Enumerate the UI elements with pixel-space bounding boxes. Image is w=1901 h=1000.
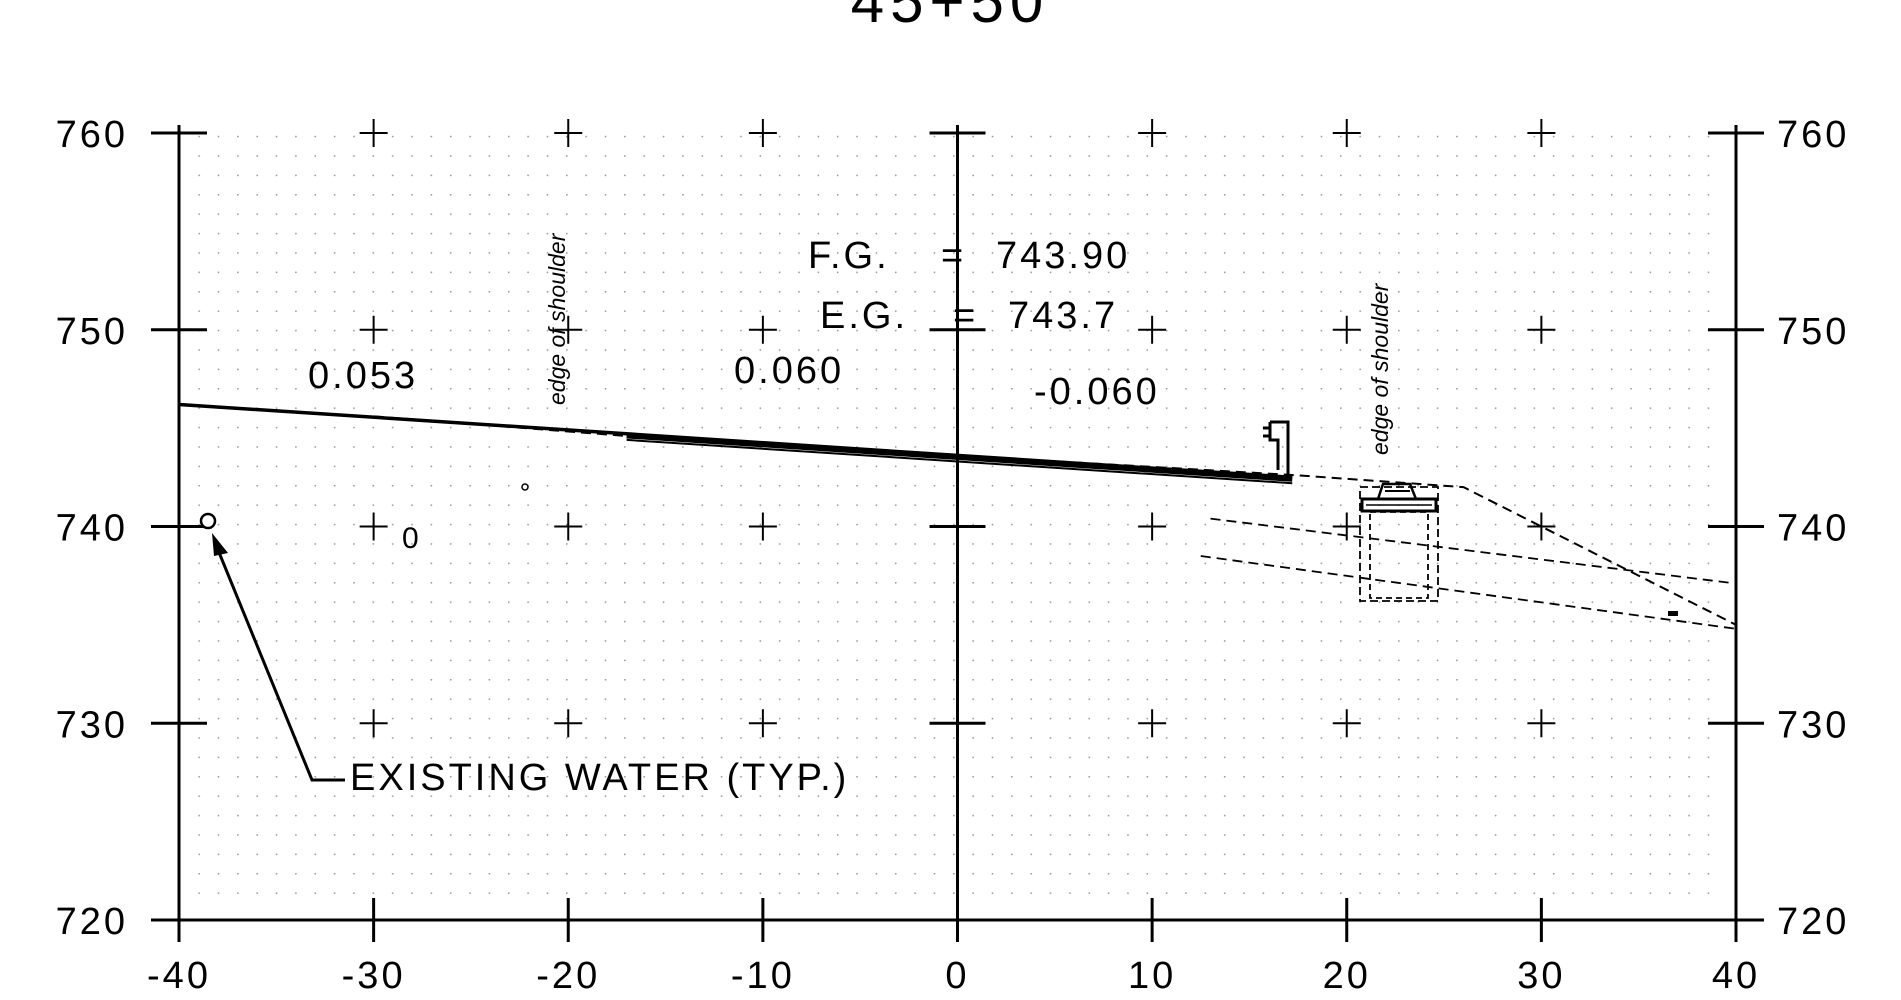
x-tick-label: 0: [945, 955, 969, 997]
x-tick-label: -20: [536, 955, 600, 997]
eg-equals: =: [953, 295, 978, 337]
eg-value: 743.7: [1008, 295, 1118, 337]
y-tick-label-right: 740: [1777, 508, 1849, 550]
edge-of-shoulder-right: edge of shoulder: [1367, 282, 1393, 455]
slope-mid-label: 0.060: [734, 350, 844, 392]
slope-left-label: 0.053: [308, 355, 418, 397]
existing-water-pipe: [199, 512, 217, 530]
y-tick-labels-right: 720 730 740 750 760: [1777, 114, 1849, 943]
existing-grade-line: [373, 415, 1737, 626]
plot-frame: [151, 125, 1764, 942]
fg-value: 743.90: [996, 235, 1130, 277]
y-tick-labels-left: 720 730 740 750 760: [56, 114, 128, 943]
x-tick-label: -10: [731, 955, 795, 997]
x-tick-labels: -40 -30 -20 -10 0 10 20 30 40: [147, 955, 1760, 997]
curb-symbol: [1263, 420, 1290, 478]
slope-right-label: -0.060: [1034, 371, 1160, 413]
utility-line: [1210, 517, 1737, 585]
utility-line: [1200, 555, 1737, 630]
small-fill-marker: [1668, 611, 1678, 616]
plot-area-grid: [182, 133, 1715, 904]
station-title: 45+50: [851, 0, 1050, 35]
existing-water-label: EXISTING WATER (TYP.): [350, 757, 849, 799]
pavement-bottom: [626, 438, 1293, 485]
small-point-marker: [521, 483, 529, 491]
x-tick-label: -40: [147, 955, 211, 997]
y-tick-label-left: 730: [56, 704, 128, 746]
eg-label: E.G.: [820, 295, 908, 337]
y-tick-label-left: 720: [56, 901, 128, 943]
x-tick-label: 30: [1517, 955, 1565, 997]
x-tick-label: 10: [1128, 955, 1176, 997]
y-tick-label-right: 730: [1777, 704, 1849, 746]
water-leader-line: [214, 544, 345, 782]
x-tick-label: -30: [342, 955, 406, 997]
y-tick-label-left: 760: [56, 114, 128, 156]
fg-label: F.G.: [808, 235, 890, 277]
y-tick-label-right: 760: [1777, 114, 1849, 156]
x-tick-label: 40: [1712, 955, 1760, 997]
edge-of-shoulder-left: edge of shoulder: [544, 232, 570, 405]
y-tick-label-right: 720: [1777, 901, 1849, 943]
y-tick-label-left: 740: [56, 508, 128, 550]
x-tick-label: 20: [1323, 955, 1371, 997]
small-zero-label: 0: [402, 522, 422, 555]
y-tick-label-right: 750: [1777, 311, 1849, 353]
utility-structure: [1359, 482, 1439, 602]
y-tick-label-left: 750: [56, 311, 128, 353]
water-leader-arrowhead: [212, 533, 228, 556]
grade-profiles: [178, 402, 1737, 630]
fg-equals: =: [941, 235, 966, 277]
pavement-section: [626, 433, 1293, 482]
grid-crosses: [359, 119, 1556, 738]
